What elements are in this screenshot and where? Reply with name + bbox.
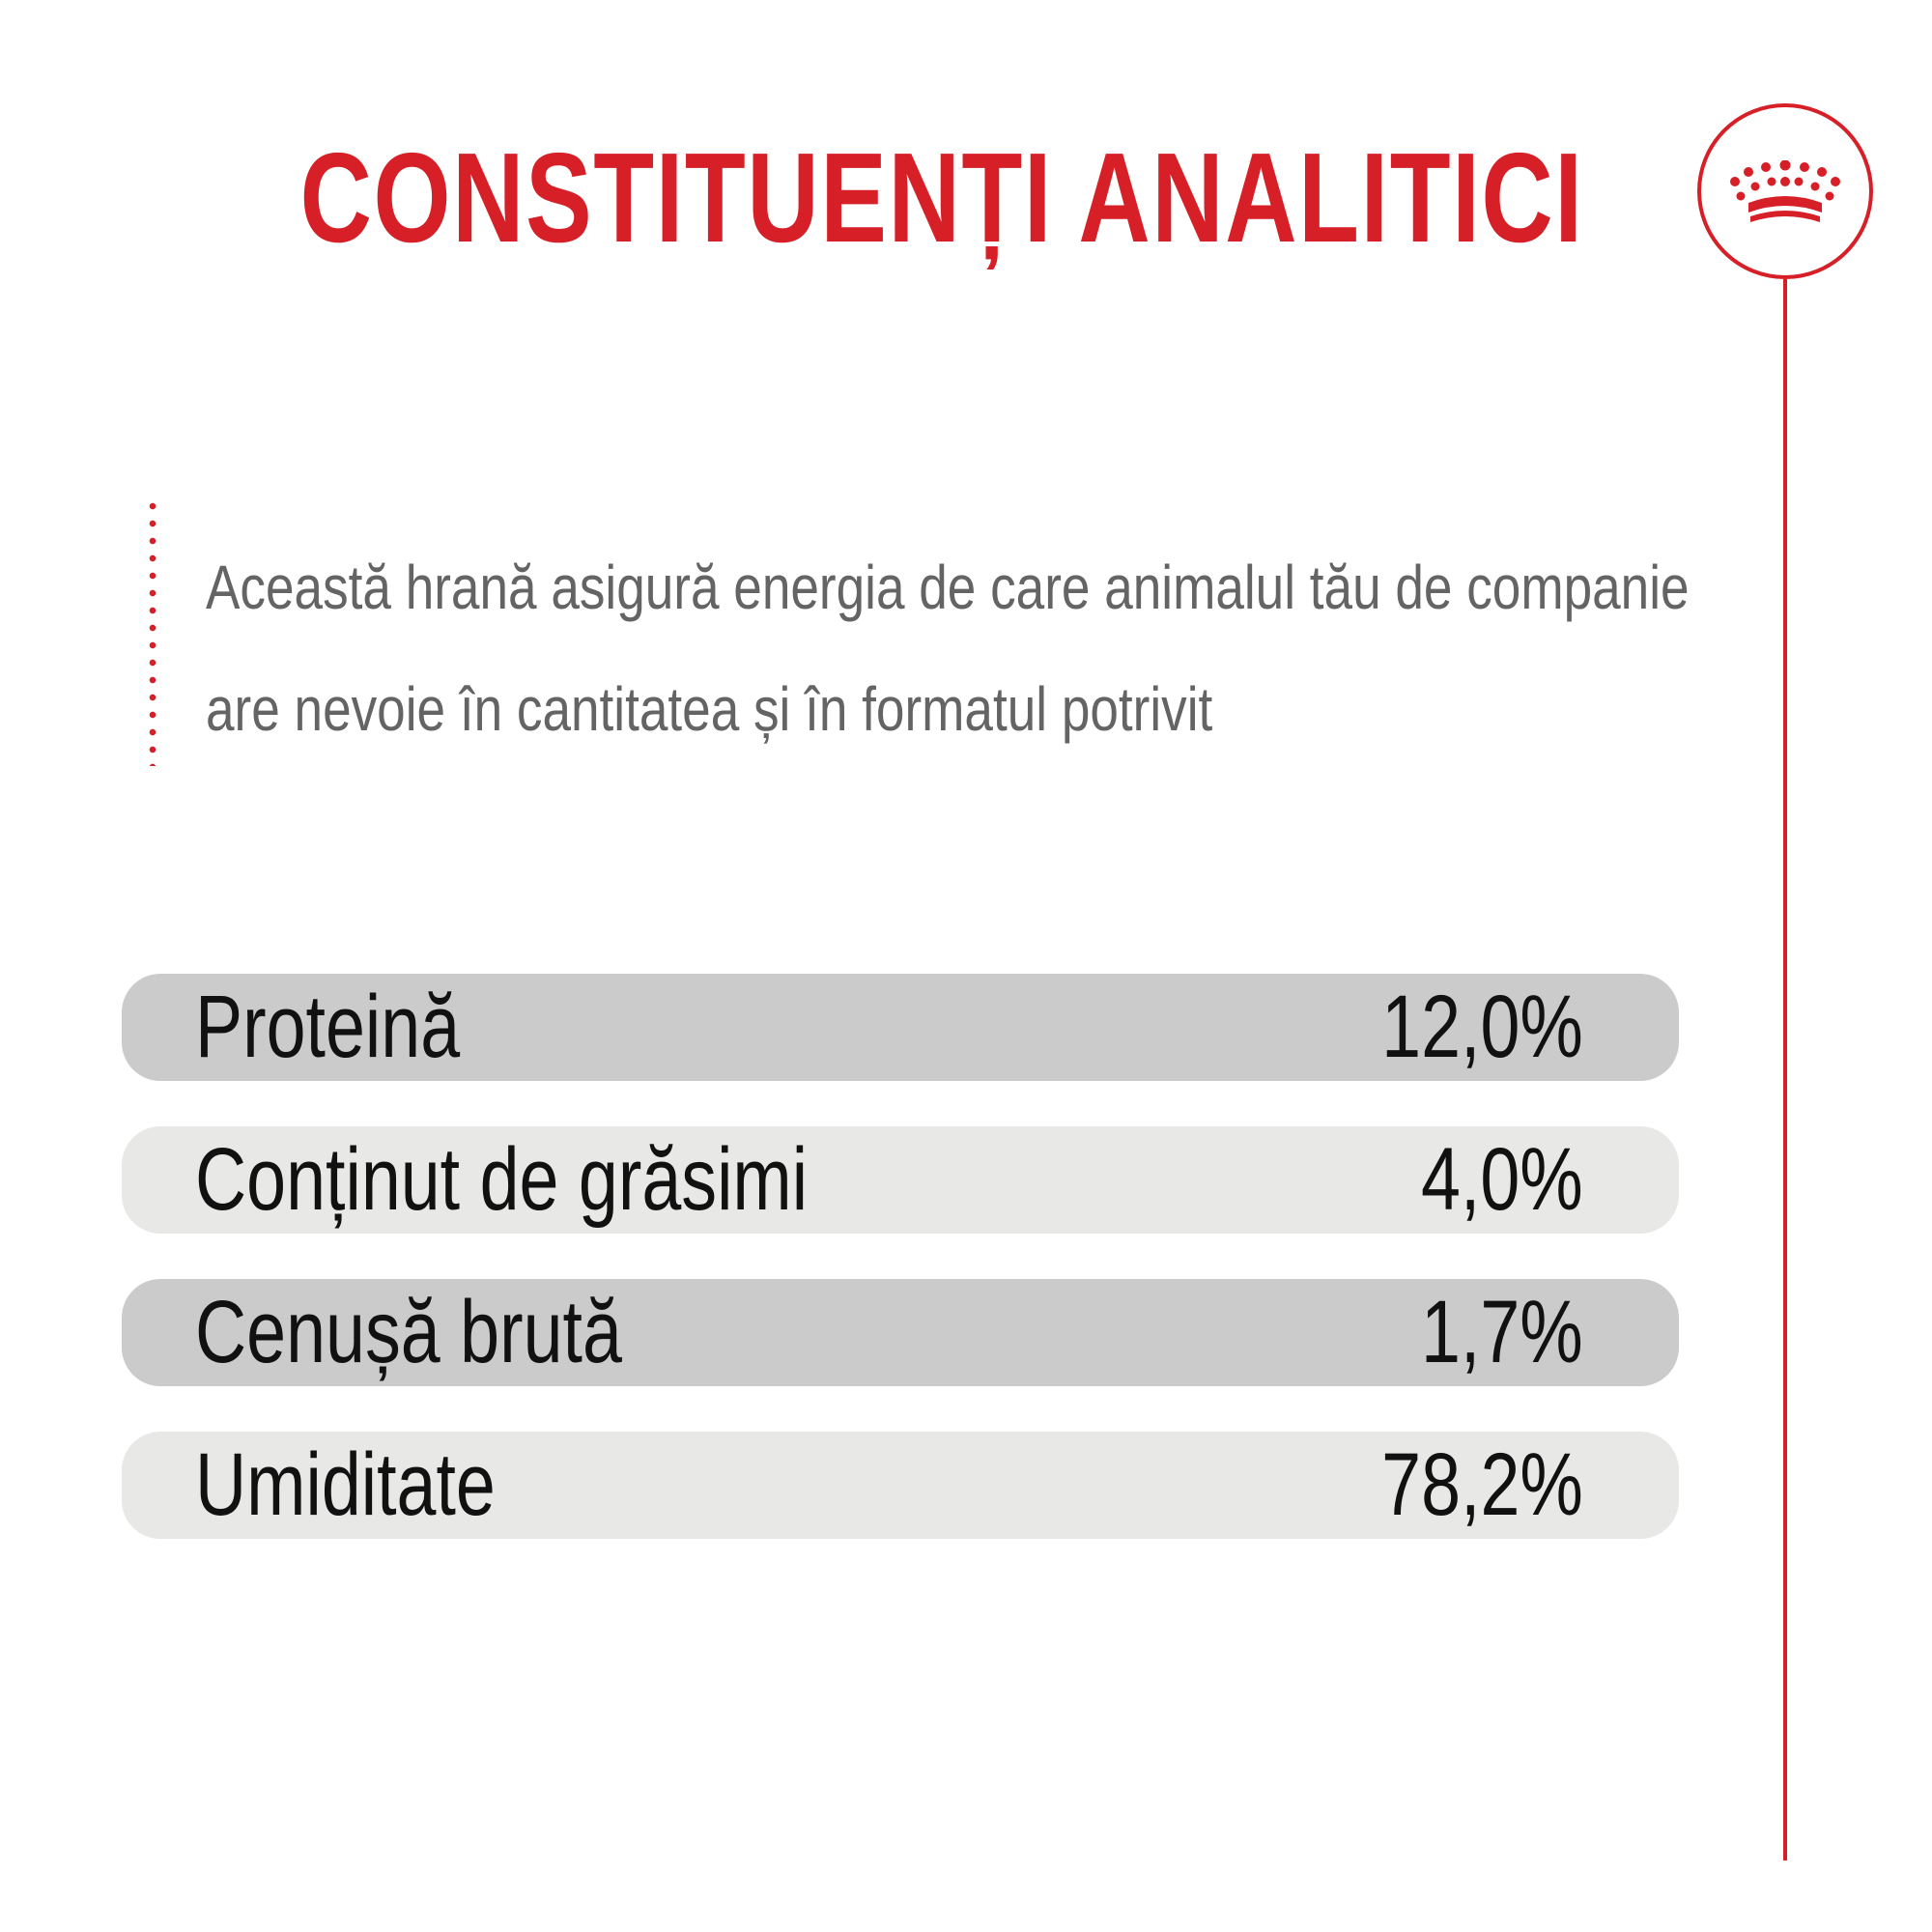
constituent-row-protein: Proteină 12,0% (122, 974, 1679, 1081)
logo-badge (1697, 103, 1873, 279)
page-title: CONSTITUENȚI ANALITICI (299, 127, 1584, 269)
constituent-label: Cenușă brută (195, 1283, 622, 1381)
constituent-label: Umiditate (195, 1435, 496, 1534)
description-line-1: Această hrană asigură energia de care an… (206, 553, 1690, 622)
description: Această hrană asigură energia de care an… (206, 526, 1690, 770)
constituent-value: 1,7% (1421, 1283, 1583, 1381)
description-line-2: are nevoie în cantitatea și în formatul … (206, 674, 1213, 744)
crown-icon (1730, 160, 1840, 222)
constituent-label: Proteină (195, 978, 461, 1076)
constituent-row-moisture: Umiditate 78,2% (122, 1432, 1679, 1539)
decorative-vertical-line (1783, 279, 1787, 1861)
constituent-label: Conținut de grăsimi (195, 1130, 809, 1229)
constituent-value: 4,0% (1421, 1130, 1583, 1229)
constituent-value: 78,2% (1381, 1435, 1583, 1534)
constituent-value: 12,0% (1381, 978, 1583, 1076)
constituent-row-fat: Conținut de grăsimi 4,0% (122, 1126, 1679, 1234)
dotted-divider (149, 497, 156, 766)
constituents-table: Proteină 12,0% Conținut de grăsimi 4,0% … (122, 974, 1679, 1584)
constituent-row-ash: Cenușă brută 1,7% (122, 1279, 1679, 1386)
